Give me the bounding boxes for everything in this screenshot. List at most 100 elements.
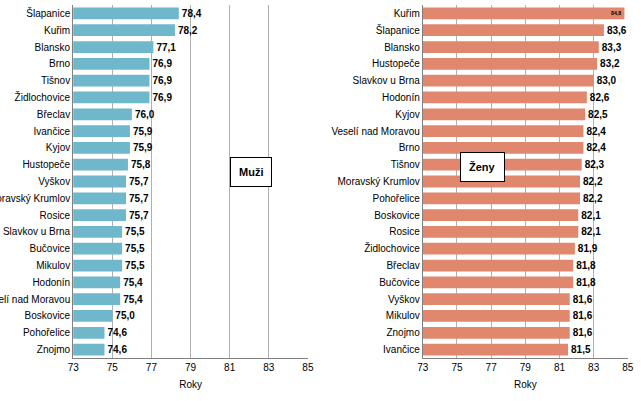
svg-text:75,0: 75,0: [115, 310, 135, 321]
svg-text:75: 75: [451, 362, 463, 373]
svg-text:83,2: 83,2: [600, 58, 620, 69]
svg-text:75,7: 75,7: [129, 193, 149, 204]
svg-text:74,6: 74,6: [107, 344, 127, 355]
svg-text:83,0: 83,0: [597, 75, 617, 86]
svg-text:75,5: 75,5: [125, 226, 145, 237]
svg-text:Hodonín: Hodonín: [382, 92, 420, 103]
svg-text:Tišnov: Tišnov: [41, 75, 70, 86]
svg-text:Vyškov: Vyškov: [388, 294, 420, 305]
svg-text:75,8: 75,8: [131, 159, 151, 170]
svg-text:81: 81: [224, 362, 236, 373]
svg-text:Slavkov u Brna: Slavkov u Brna: [353, 75, 421, 86]
svg-text:77,1: 77,1: [156, 42, 176, 53]
svg-text:Blansko: Blansko: [35, 42, 71, 53]
svg-text:Hustopeče: Hustopeče: [372, 58, 420, 69]
svg-text:83: 83: [263, 362, 275, 373]
svg-text:82,4: 82,4: [586, 142, 606, 153]
svg-text:82,6: 82,6: [590, 92, 610, 103]
svg-text:Bučovice: Bučovice: [30, 243, 71, 254]
svg-text:82,1: 82,1: [581, 210, 601, 221]
svg-text:81,6: 81,6: [573, 327, 593, 338]
svg-text:83,6: 83,6: [607, 25, 627, 36]
svg-text:Znojmo: Znojmo: [37, 344, 71, 355]
svg-text:81,8: 81,8: [576, 277, 596, 288]
svg-text:Rosice: Rosice: [40, 210, 71, 221]
svg-text:Pohořelice: Pohořelice: [23, 327, 71, 338]
svg-text:84,8: 84,8: [611, 10, 621, 16]
svg-text:Veselí nad Moravou: Veselí nad Moravou: [0, 294, 70, 305]
svg-text:75,7: 75,7: [129, 210, 149, 221]
svg-text:Moravský Krumlov: Moravský Krumlov: [0, 193, 70, 204]
svg-text:Muži: Muži: [239, 166, 263, 178]
svg-text:Pohořelice: Pohořelice: [373, 193, 421, 204]
svg-text:73: 73: [68, 362, 80, 373]
svg-text:Moravský Krumlov: Moravský Krumlov: [338, 176, 420, 187]
svg-text:75,7: 75,7: [129, 176, 149, 187]
svg-text:Brno: Brno: [49, 58, 71, 69]
svg-text:78,2: 78,2: [178, 25, 198, 36]
svg-text:Mikulov: Mikulov: [36, 260, 70, 271]
svg-text:75,9: 75,9: [133, 142, 153, 153]
svg-text:Rosice: Rosice: [389, 226, 420, 237]
svg-text:75,4: 75,4: [123, 277, 143, 288]
svg-text:Šlapanice: Šlapanice: [26, 7, 70, 19]
svg-text:83: 83: [588, 362, 600, 373]
svg-text:81,8: 81,8: [576, 260, 596, 271]
svg-text:73: 73: [417, 362, 429, 373]
svg-text:Boskovice: Boskovice: [374, 210, 420, 221]
svg-text:Kyjov: Kyjov: [395, 109, 419, 120]
svg-text:81,9: 81,9: [578, 243, 598, 254]
svg-text:Kyjov: Kyjov: [46, 142, 70, 153]
svg-text:Břeclav: Břeclav: [386, 260, 419, 271]
svg-text:Kuřim: Kuřim: [44, 25, 70, 36]
svg-text:Židlochovice: Židlochovice: [15, 91, 71, 103]
svg-text:76,0: 76,0: [135, 109, 155, 120]
svg-text:82,4: 82,4: [586, 126, 606, 137]
svg-text:Vyškov: Vyškov: [38, 176, 70, 187]
svg-text:Znojmo: Znojmo: [386, 327, 420, 338]
svg-text:Roky: Roky: [514, 379, 537, 390]
svg-text:75,5: 75,5: [125, 260, 145, 271]
svg-text:Bučovice: Bučovice: [379, 277, 420, 288]
svg-text:81,5: 81,5: [571, 344, 591, 355]
svg-text:83,3: 83,3: [602, 42, 622, 53]
svg-text:79: 79: [185, 362, 197, 373]
svg-text:Ivančice: Ivančice: [383, 344, 420, 355]
svg-text:Hodonín: Hodonín: [32, 277, 70, 288]
svg-text:76,9: 76,9: [152, 58, 172, 69]
svg-text:Ženy: Ženy: [469, 161, 496, 173]
svg-text:Kuřim: Kuřim: [394, 8, 420, 19]
svg-text:Břeclav: Břeclav: [37, 109, 70, 120]
svg-text:Veselí nad Moravou: Veselí nad Moravou: [331, 126, 419, 137]
svg-text:81: 81: [554, 362, 566, 373]
svg-text:77: 77: [486, 362, 498, 373]
svg-text:82,2: 82,2: [583, 193, 603, 204]
svg-text:77: 77: [146, 362, 158, 373]
svg-text:Slavkov u Brna: Slavkov u Brna: [3, 226, 71, 237]
svg-text:85: 85: [622, 362, 634, 373]
svg-text:81,6: 81,6: [573, 310, 593, 321]
svg-text:Blansko: Blansko: [384, 42, 420, 53]
svg-text:78,4: 78,4: [182, 8, 202, 19]
svg-text:74,6: 74,6: [107, 327, 127, 338]
svg-text:Tišnov: Tišnov: [391, 159, 420, 170]
svg-text:Hustopeče: Hustopeče: [22, 159, 70, 170]
svg-text:76,9: 76,9: [152, 92, 172, 103]
svg-text:Mikulov: Mikulov: [386, 310, 420, 321]
svg-text:82,2: 82,2: [583, 176, 603, 187]
svg-text:76,9: 76,9: [152, 75, 172, 86]
svg-text:Boskovice: Boskovice: [25, 310, 71, 321]
svg-text:Roky: Roky: [179, 379, 202, 390]
svg-text:75,9: 75,9: [133, 126, 153, 137]
svg-text:82,1: 82,1: [581, 226, 601, 237]
svg-text:75: 75: [107, 362, 119, 373]
svg-text:82,3: 82,3: [585, 159, 605, 170]
svg-text:75,5: 75,5: [125, 243, 145, 254]
svg-text:Židlochovice: Židlochovice: [364, 242, 420, 254]
svg-text:75,4: 75,4: [123, 294, 143, 305]
svg-text:79: 79: [520, 362, 532, 373]
svg-text:85: 85: [302, 362, 314, 373]
svg-text:Brno: Brno: [399, 142, 421, 153]
svg-text:Ivančice: Ivančice: [34, 126, 71, 137]
svg-text:82,5: 82,5: [588, 109, 608, 120]
